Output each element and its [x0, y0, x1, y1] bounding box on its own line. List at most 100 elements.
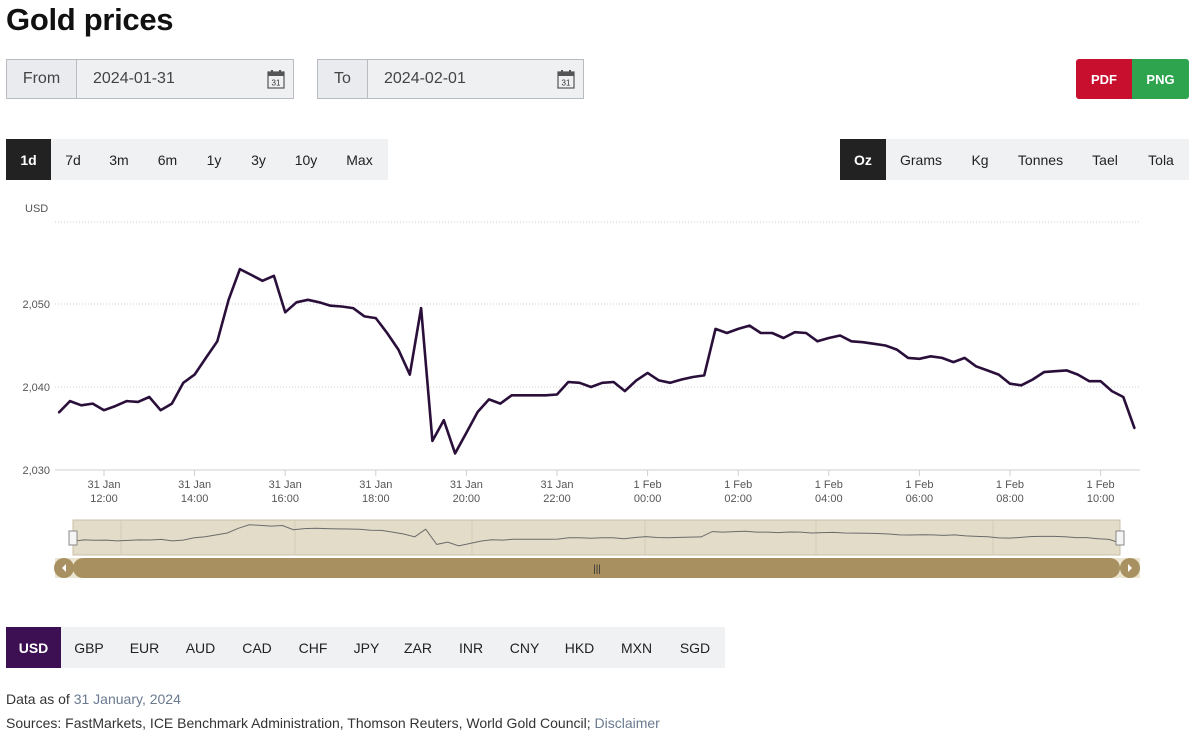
price-point	[805, 332, 807, 334]
calendar-icon[interactable]: 31	[557, 69, 575, 89]
period-3y[interactable]: 3y	[251, 151, 266, 168]
data-as-of: Data as of 31 January, 2024	[6, 691, 181, 707]
period-10y[interactable]: 10y	[294, 151, 318, 168]
sources-label: Sources: FastMarkets, ICE Benchmark Admi…	[6, 715, 591, 731]
price-point	[918, 358, 921, 360]
price-point	[510, 394, 513, 397]
price-point	[114, 405, 117, 407]
price-point	[669, 382, 672, 384]
price-point	[737, 328, 739, 330]
from-date-group: From 2024-01-31 31	[6, 59, 294, 99]
price-point	[884, 344, 887, 347]
price-point	[375, 317, 377, 319]
unit-grams[interactable]: Grams	[900, 151, 942, 168]
x-tick-label-time: 10:00	[1087, 493, 1115, 505]
price-point	[137, 401, 139, 403]
period-6m[interactable]: 6m	[157, 151, 178, 168]
currency-inr[interactable]: INR	[458, 639, 484, 656]
price-point	[409, 373, 411, 376]
price-point	[205, 357, 207, 359]
range-navigator[interactable]: |||	[54, 519, 1140, 578]
svg-text:31: 31	[272, 79, 281, 88]
price-point	[307, 299, 309, 301]
price-point	[624, 390, 626, 392]
x-tick-label-day: 1 Feb	[996, 479, 1024, 491]
unit-oz[interactable]: Oz	[840, 139, 886, 180]
price-point	[454, 452, 456, 455]
period-1y[interactable]: 1y	[206, 151, 222, 168]
currency-chf[interactable]: CHF	[298, 639, 328, 656]
navigator-right-handle[interactable]	[1115, 530, 1125, 546]
price-point	[1065, 369, 1068, 372]
price-point	[80, 404, 83, 407]
x-tick-label-day: 1 Feb	[724, 479, 752, 491]
price-point	[1111, 390, 1113, 392]
data-as-of-value: 31 January, 2024	[73, 691, 181, 707]
currency-jpy[interactable]: JPY	[353, 639, 380, 656]
currency-eur[interactable]: EUR	[129, 639, 160, 656]
navigator-left-handle[interactable]	[68, 530, 78, 546]
price-point	[193, 373, 196, 376]
grip-icon: |||	[593, 564, 601, 575]
to-date-input[interactable]: 2024-02-01 31	[368, 60, 583, 98]
from-date-input[interactable]: 2024-01-31 31	[77, 60, 293, 98]
price-point	[556, 393, 558, 396]
to-date-group: To 2024-02-01 31	[317, 59, 584, 99]
calendar-icon[interactable]: 31	[267, 69, 285, 89]
price-point	[1009, 382, 1011, 385]
price-point	[896, 348, 898, 351]
x-tick-label-day: 1 Feb	[1087, 479, 1115, 491]
price-point	[997, 373, 1000, 376]
price-series-line	[57, 267, 1136, 455]
price-point	[1077, 373, 1079, 376]
disclaimer-link[interactable]: Disclaimer	[594, 715, 660, 731]
period-toggle: 1d 7d 3m 6m 1y 3y 10y Max	[6, 139, 388, 180]
currency-sgd[interactable]: SGD	[679, 639, 711, 656]
currency-hkd[interactable]: HKD	[564, 639, 595, 656]
x-tick-label-time: 22:00	[543, 493, 571, 505]
price-point	[986, 369, 989, 372]
price-point	[227, 299, 230, 301]
price-point	[963, 357, 966, 359]
x-tick-label-day: 31 Jan	[359, 479, 392, 491]
unit-tola[interactable]: Tola	[1148, 151, 1174, 168]
currency-cny[interactable]: CNY	[509, 639, 540, 656]
price-point	[680, 378, 683, 381]
price-point	[850, 340, 853, 343]
gold-price-chart: 2,030 2,040 2,050 USD 31 Jan 12:00 31 Jan 14:00…	[22, 203, 1140, 578]
currency-aud[interactable]: AUD	[185, 639, 216, 656]
y-tick-label: 2,040	[22, 382, 50, 394]
unit-tonnes[interactable]: Tonnes	[1017, 151, 1064, 168]
price-point	[69, 400, 71, 402]
period-1d[interactable]: 1d	[6, 139, 51, 180]
price-point	[295, 301, 298, 304]
price-point	[533, 394, 536, 397]
currency-gbp[interactable]: GBP	[74, 639, 104, 656]
period-3m[interactable]: 3m	[109, 151, 129, 168]
from-label: From	[7, 60, 77, 98]
price-point	[352, 307, 354, 309]
price-point	[103, 409, 105, 411]
price-point	[782, 337, 785, 339]
price-point	[159, 409, 162, 411]
navigator-series	[72, 524, 1121, 547]
price-point	[839, 334, 841, 337]
currency-cad[interactable]: CAD	[242, 639, 272, 656]
price-point	[612, 381, 615, 383]
period-7d[interactable]: 7d	[65, 151, 81, 168]
currency-zar[interactable]: ZAR	[404, 639, 432, 656]
price-point	[975, 365, 977, 368]
price-point	[522, 394, 524, 397]
unit-tael[interactable]: Tael	[1092, 151, 1118, 168]
png-button[interactable]: PNG	[1132, 59, 1189, 99]
currency-mxn[interactable]: MXN	[620, 639, 653, 656]
unit-kg[interactable]: Kg	[971, 151, 989, 168]
scrollbar-thumb[interactable]	[73, 558, 1120, 578]
period-max[interactable]: Max	[346, 151, 373, 168]
currency-usd[interactable]: USD	[6, 627, 61, 668]
pdf-button[interactable]: PDF	[1076, 59, 1132, 99]
from-date-value: 2024-01-31	[93, 70, 175, 87]
x-tick-label-day: 31 Jan	[178, 479, 211, 491]
price-point	[1122, 396, 1125, 398]
price-point	[1133, 427, 1136, 430]
